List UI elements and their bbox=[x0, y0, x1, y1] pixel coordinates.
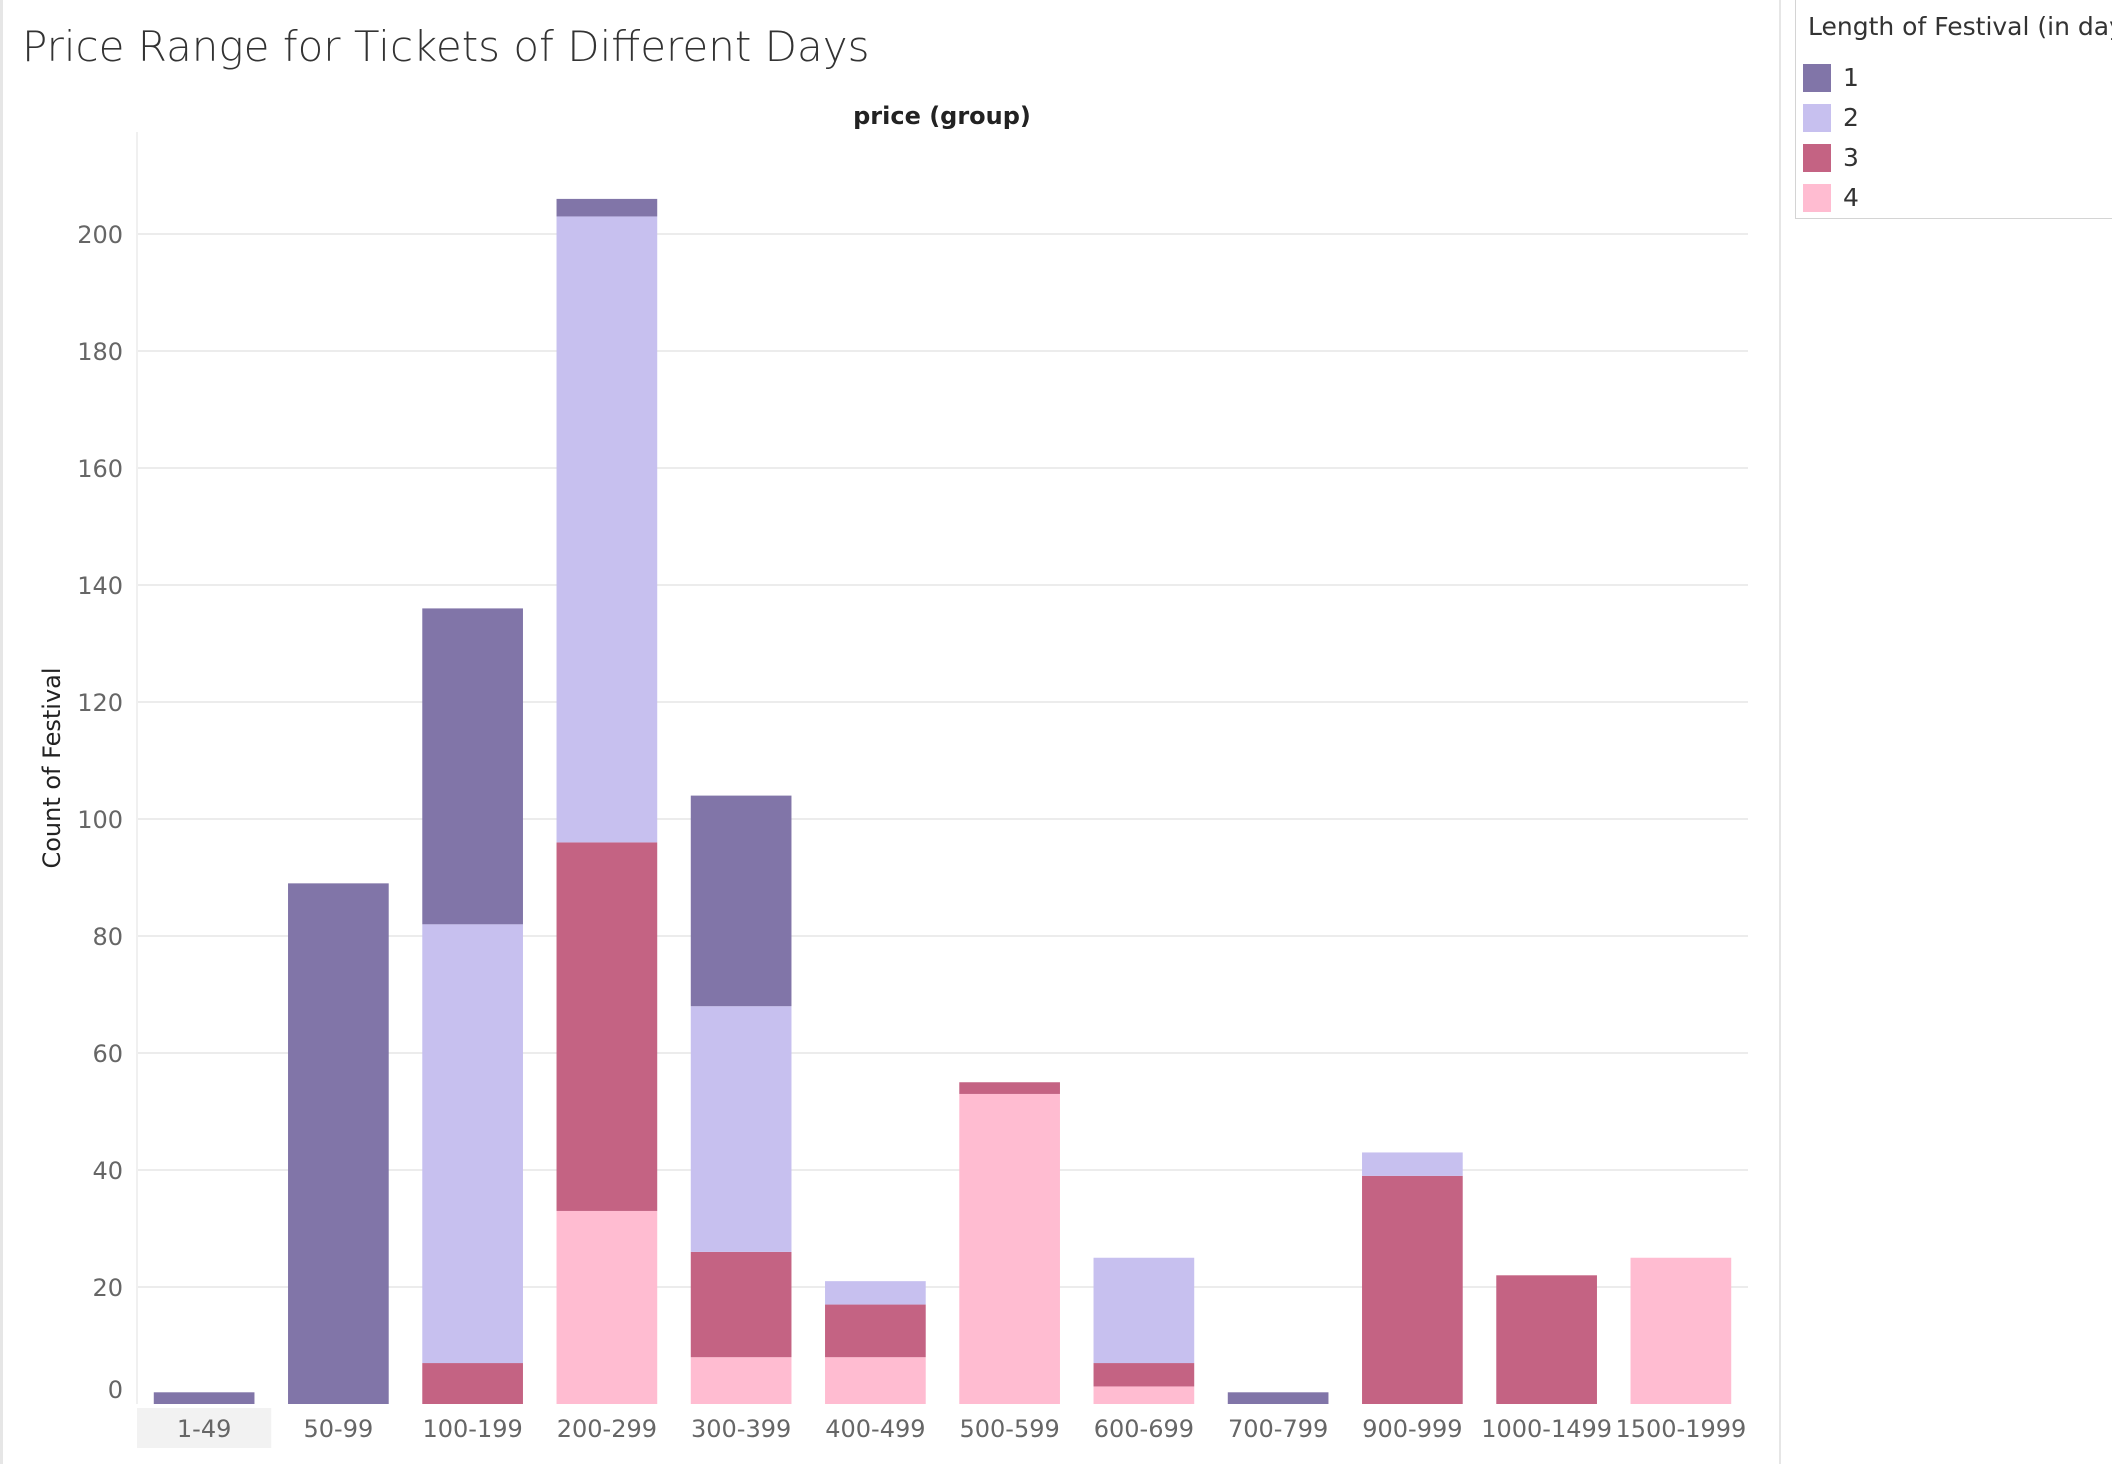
column-header: price (group) bbox=[853, 102, 1031, 130]
x-tick-label[interactable]: 900-999 bbox=[1362, 1415, 1462, 1443]
legend: Length of Festival (in days) 1 2 3 4 bbox=[1795, 0, 2112, 219]
bar-chart: 0 20 40 60 80 100 120 140 160 180 200 1-49 50-99 100… bbox=[38, 102, 1748, 1448]
legend-swatch bbox=[1803, 144, 1831, 172]
highlighted-category-background bbox=[137, 1408, 272, 1448]
x-tick-label[interactable]: 50-99 bbox=[304, 1415, 374, 1443]
bar-1000-1499-days-3[interactable] bbox=[1496, 1275, 1597, 1404]
bar-300-399-days-2[interactable] bbox=[690, 1006, 792, 1252]
bar-400-499-days-4[interactable] bbox=[825, 1357, 926, 1404]
chart-title: Price Range for Tickets of Different Day… bbox=[22, 22, 870, 71]
legend-swatch bbox=[1803, 184, 1831, 212]
x-tick-label[interactable]: 1-49 bbox=[177, 1415, 231, 1443]
bar-200-299-days-2[interactable] bbox=[556, 216, 658, 843]
y-tick-label: 100 bbox=[77, 806, 123, 834]
side-panel bbox=[1779, 0, 2112, 1464]
y-tick-label: 40 bbox=[92, 1157, 123, 1185]
y-tick-label: 180 bbox=[77, 338, 123, 366]
x-tick-label[interactable]: 1500-1999 bbox=[1615, 1415, 1746, 1443]
bar-100-199-days-1[interactable] bbox=[422, 608, 523, 925]
legend-label: 4 bbox=[1843, 183, 1859, 212]
legend-title: Length of Festival (in days) bbox=[1808, 12, 2112, 41]
y-axis-title: Count of Festival bbox=[38, 667, 66, 868]
bar-300-399-days-3[interactable] bbox=[690, 1251, 792, 1358]
bar-1500-1999-days-4[interactable] bbox=[1630, 1257, 1732, 1404]
y-tick-label: 80 bbox=[92, 923, 123, 951]
y-tick-label: 20 bbox=[92, 1274, 123, 1302]
x-tick-label[interactable]: 400-499 bbox=[825, 1415, 925, 1443]
x-tick-label[interactable]: 1000-1499 bbox=[1481, 1415, 1612, 1443]
y-axis-ticks: 0 20 40 60 80 100 120 140 160 180 200 bbox=[77, 221, 123, 1404]
bar-600-699-days-2[interactable] bbox=[1093, 1257, 1195, 1364]
bar-500-599-days-4[interactable] bbox=[959, 1093, 1060, 1404]
bar-400-499-days-2[interactable] bbox=[825, 1281, 926, 1305]
legend-swatch bbox=[1803, 104, 1831, 132]
bar-600-699-days-4[interactable] bbox=[1093, 1386, 1195, 1404]
x-tick-label[interactable]: 300-399 bbox=[691, 1415, 791, 1443]
y-tick-label: 0 bbox=[108, 1376, 123, 1404]
x-tick-label[interactable]: 200-299 bbox=[557, 1415, 657, 1443]
legend-label: 1 bbox=[1843, 63, 1859, 92]
legend-label: 2 bbox=[1843, 103, 1859, 132]
y-tick-label: 120 bbox=[77, 689, 123, 717]
x-tick-label[interactable]: 500-599 bbox=[959, 1415, 1059, 1443]
y-tick-label: 160 bbox=[77, 455, 123, 483]
bar-200-299-days-1[interactable] bbox=[556, 198, 658, 217]
dashboard-left-border bbox=[0, 0, 3, 1464]
bar-100-199-days-3[interactable] bbox=[422, 1363, 523, 1404]
x-tick-label[interactable]: 700-799 bbox=[1228, 1415, 1328, 1443]
bar-200-299-days-3[interactable] bbox=[556, 842, 658, 1211]
bar-300-399-days-1[interactable] bbox=[690, 795, 792, 1007]
bar-500-599-days-3[interactable] bbox=[959, 1082, 1060, 1094]
gridlines bbox=[136, 132, 1748, 1404]
legend-swatch bbox=[1803, 64, 1831, 92]
x-axis-ticks: 1-49 50-99 100-199 200-299 300-399 400-499 500… bbox=[177, 1415, 1746, 1443]
y-tick-label: 200 bbox=[77, 221, 123, 249]
bar-100-199-days-2[interactable] bbox=[422, 924, 523, 1364]
bar-600-699-days-3[interactable] bbox=[1093, 1363, 1195, 1387]
x-tick-label[interactable]: 600-699 bbox=[1094, 1415, 1194, 1443]
bar-50-99-days-1[interactable] bbox=[288, 883, 389, 1404]
bars bbox=[153, 198, 1732, 1404]
bar-1-49-days-1[interactable] bbox=[153, 1392, 255, 1404]
y-tick-label: 140 bbox=[77, 572, 123, 600]
legend-label: 3 bbox=[1843, 143, 1859, 172]
bar-900-999-days-2[interactable] bbox=[1362, 1152, 1463, 1176]
x-tick-label[interactable]: 100-199 bbox=[422, 1415, 522, 1443]
bar-400-499-days-3[interactable] bbox=[825, 1304, 926, 1358]
y-tick-label: 60 bbox=[92, 1040, 123, 1068]
bar-700-799-days-1[interactable] bbox=[1227, 1392, 1329, 1404]
bar-900-999-days-3[interactable] bbox=[1362, 1175, 1463, 1404]
bar-200-299-days-4[interactable] bbox=[556, 1210, 658, 1404]
bar-300-399-days-4[interactable] bbox=[690, 1357, 792, 1404]
